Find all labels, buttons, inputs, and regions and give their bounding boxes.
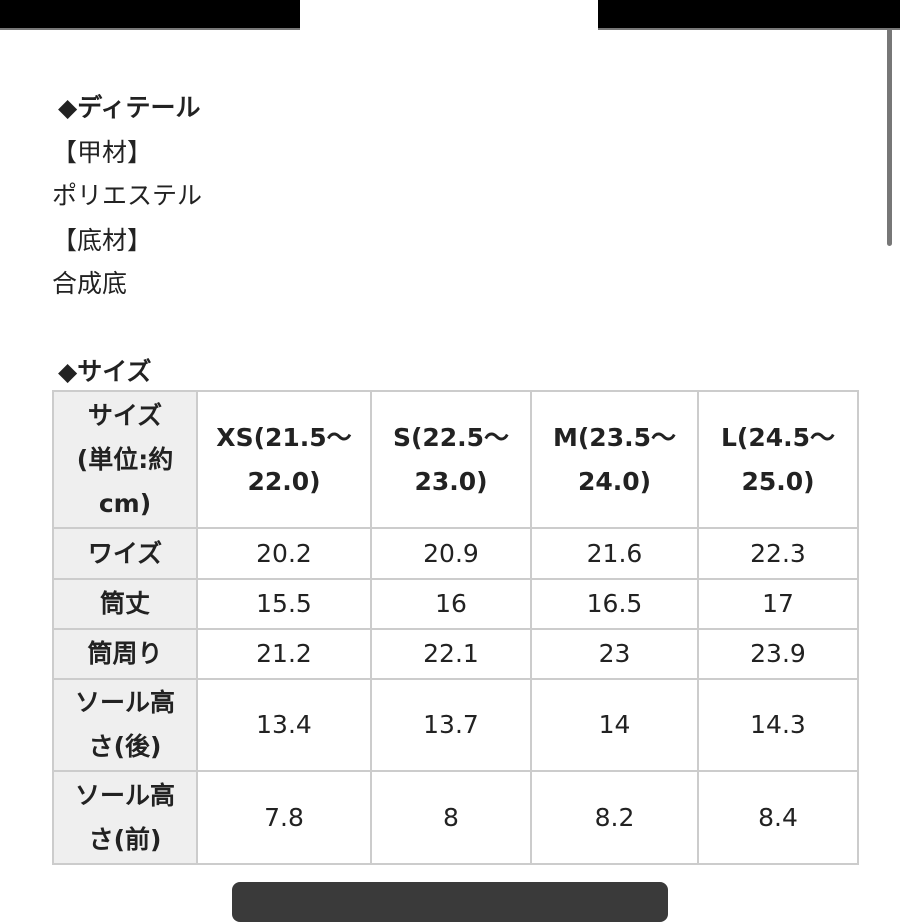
column-header-cell: XS(21.5〜 22.0) — [196, 390, 372, 529]
table-cell: 16.5 — [530, 578, 699, 630]
column-header-cell: L(24.5〜 25.0) — [697, 390, 859, 529]
table-cell: 21.6 — [530, 527, 699, 580]
table-cell: 13.7 — [370, 678, 532, 772]
column-header-cell: S(22.5〜 23.0) — [370, 390, 532, 529]
bottom-button[interactable] — [232, 882, 668, 922]
table-cell: 14 — [530, 678, 699, 772]
table-cell: 22.3 — [697, 527, 859, 580]
table-cell: 15.5 — [196, 578, 372, 630]
table-row: ソール高 さ(前) 7.8 8 8.2 8.4 — [52, 770, 859, 865]
table-cell: 20.2 — [196, 527, 372, 580]
table-cell: 8.4 — [697, 770, 859, 865]
table-cell: 21.2 — [196, 628, 372, 680]
row-header-cell: 筒丈 — [52, 578, 198, 630]
upper-material-label: 【甲材】 — [52, 138, 153, 167]
sole-material-label: 【底材】 — [52, 226, 153, 255]
table-cell: 23 — [530, 628, 699, 680]
table-cell: 7.8 — [196, 770, 372, 865]
row-header-cell: ワイズ — [52, 527, 198, 580]
sole-material-value: 合成底 — [52, 269, 128, 298]
top-bar-right — [598, 0, 900, 30]
size-table: サイズ (単位:約 cm) XS(21.5〜 22.0) S(22.5〜 23.0)… — [52, 390, 859, 865]
table-cell: 8 — [370, 770, 532, 865]
size-heading: ◆サイズ — [58, 357, 152, 386]
table-cell: 17 — [697, 578, 859, 630]
table-row: ワイズ 20.2 20.9 21.6 22.3 — [52, 527, 859, 580]
row-header-cell: サイズ (単位:約 cm) — [52, 390, 198, 529]
row-header-cell: 筒周り — [52, 628, 198, 680]
table-cell: 23.9 — [697, 628, 859, 680]
upper-material-value: ポリエステル — [52, 181, 203, 210]
table-row: ソール高 さ(後) 13.4 13.7 14 14.3 — [52, 678, 859, 772]
table-cell: 8.2 — [530, 770, 699, 865]
table-cell: 22.1 — [370, 628, 532, 680]
table-row: 筒周り 21.2 22.1 23 23.9 — [52, 628, 859, 680]
table-header-row: サイズ (単位:約 cm) XS(21.5〜 22.0) S(22.5〜 23.0)… — [52, 390, 859, 529]
table-cell: 16 — [370, 578, 532, 630]
detail-heading: ◆ディテール — [58, 93, 201, 122]
scrollbar[interactable] — [887, 28, 892, 246]
table-cell: 13.4 — [196, 678, 372, 772]
column-header-cell: M(23.5〜 24.0) — [530, 390, 699, 529]
table-row: 筒丈 15.5 16 16.5 17 — [52, 578, 859, 630]
table-cell: 14.3 — [697, 678, 859, 772]
row-header-cell: ソール高 さ(前) — [52, 770, 198, 865]
table-cell: 20.9 — [370, 527, 532, 580]
row-header-cell: ソール高 さ(後) — [52, 678, 198, 772]
top-bar-left — [0, 0, 300, 30]
